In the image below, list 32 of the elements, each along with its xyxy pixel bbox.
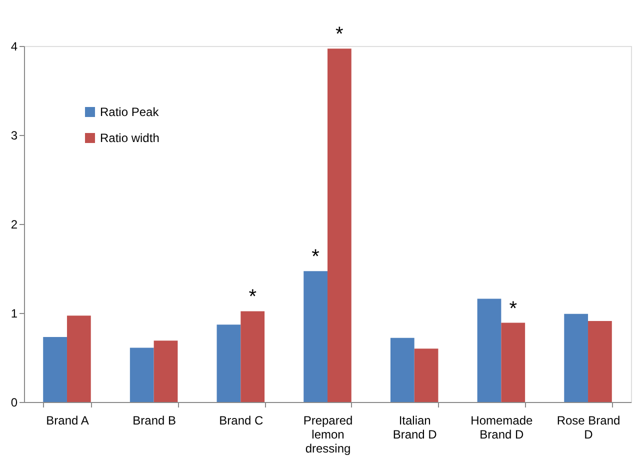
x-tick-label: Brand A [46, 414, 89, 428]
legend-label: Ratio Peak [100, 105, 160, 119]
bar [564, 314, 588, 402]
bar [66, 316, 91, 402]
bar [501, 322, 526, 402]
bar [216, 324, 241, 402]
annotation: * [336, 24, 344, 46]
legend-label: Ratio width [100, 131, 160, 145]
y-tick-label: 3 [10, 128, 18, 142]
bar [328, 48, 352, 402]
y-tick-label: 4 [10, 40, 18, 54]
x-tick-label: Homemade Brand D [470, 414, 534, 442]
y-tick-label: 1 [10, 306, 18, 320]
x-tick-label: Italian Brand D [392, 414, 438, 442]
x-tick-label: Brand C [219, 414, 264, 428]
x-tick-label: Rose Brand D [556, 414, 620, 442]
bar [154, 340, 178, 402]
bar [43, 337, 67, 402]
bar [130, 348, 154, 402]
x-tick-label: Brand B [132, 414, 176, 428]
bar [477, 298, 502, 402]
annotation: * [312, 246, 320, 268]
y-tick-label: 0 [10, 396, 18, 410]
bar [588, 321, 612, 402]
bar [240, 311, 265, 402]
bar [390, 338, 414, 402]
annotation: * [509, 298, 518, 320]
y-tick-label: 2 [10, 218, 18, 232]
bar [414, 348, 438, 402]
bar [304, 271, 328, 402]
annotation: * [248, 286, 257, 308]
x-tick-label: Prepared lemon dressing [303, 414, 353, 456]
